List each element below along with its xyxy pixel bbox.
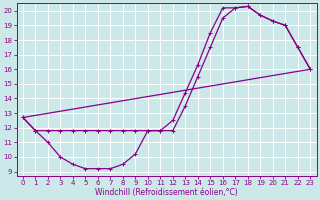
X-axis label: Windchill (Refroidissement éolien,°C): Windchill (Refroidissement éolien,°C): [95, 188, 238, 197]
